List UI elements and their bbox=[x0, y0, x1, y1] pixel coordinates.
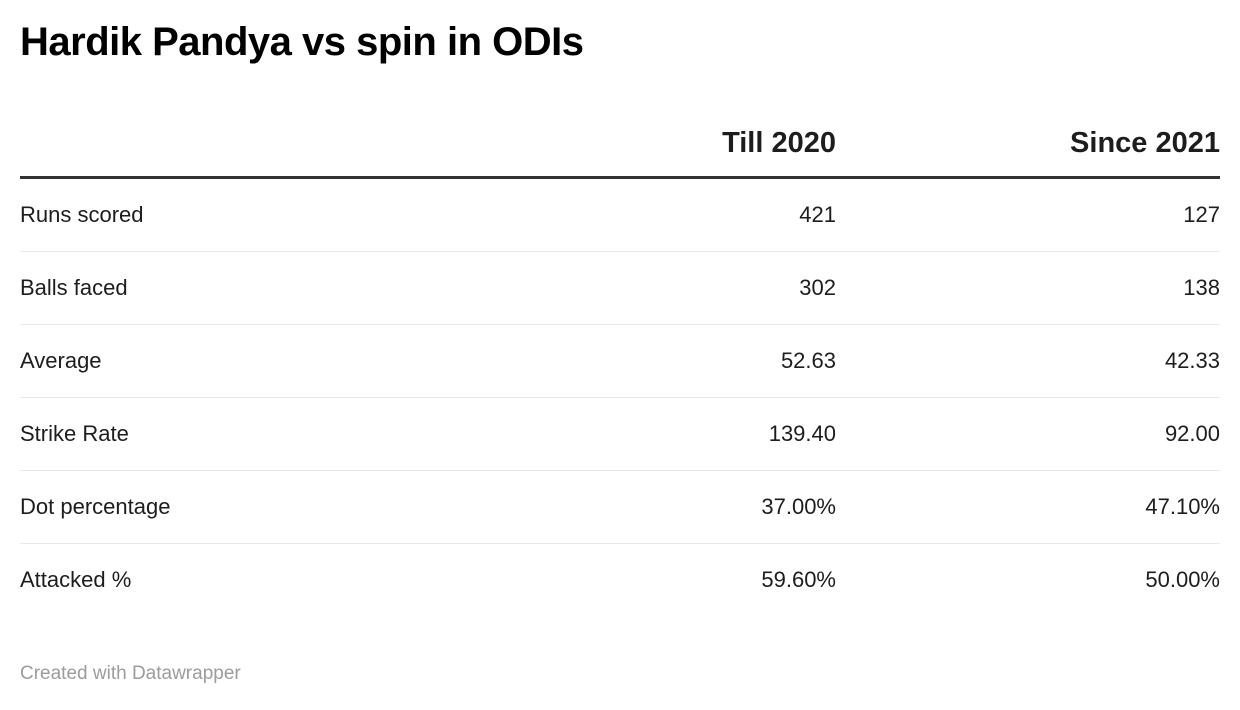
row-label: Average bbox=[20, 324, 452, 398]
value-since-2021: 138 bbox=[836, 251, 1220, 325]
attribution: Created with Datawrapper bbox=[20, 662, 1220, 685]
stats-table: Till 2020 Since 2021 Runs scored 421 127… bbox=[20, 126, 1220, 616]
row-label: Runs scored bbox=[20, 177, 452, 252]
value-till-2020: 139.40 bbox=[452, 397, 836, 471]
row-label: Strike Rate bbox=[20, 397, 452, 471]
table-row: Strike Rate 139.40 92.00 bbox=[20, 397, 1220, 471]
value-since-2021: 92.00 bbox=[836, 397, 1220, 471]
column-header-till-2020: Till 2020 bbox=[452, 126, 836, 179]
value-since-2021: 127 bbox=[836, 177, 1220, 252]
value-till-2020: 59.60% bbox=[761, 567, 836, 592]
value-till-2020: 52.63 bbox=[452, 324, 836, 398]
value-till-2020: 37.00% bbox=[452, 470, 836, 544]
header-row: Till 2020 Since 2021 bbox=[20, 126, 1220, 179]
row-label: Dot percentage bbox=[20, 470, 452, 544]
table-row: Balls faced 302 138 bbox=[20, 251, 1220, 325]
column-header-since-2021: Since 2021 bbox=[836, 126, 1220, 179]
row-label: Attacked % bbox=[20, 567, 132, 592]
value-since-2021: 50.00% bbox=[1145, 567, 1220, 592]
row-label: Balls faced bbox=[20, 251, 452, 325]
table-row: Average 52.63 42.33 bbox=[20, 324, 1220, 398]
chart-title: Hardik Pandya vs spin in ODIs bbox=[20, 20, 584, 64]
table-row: Runs scored 421 127 bbox=[20, 177, 1220, 252]
table-row: Attacked % 59.60% 50.00% bbox=[20, 544, 1220, 617]
value-since-2021: 42.33 bbox=[836, 324, 1220, 398]
value-till-2020: 421 bbox=[452, 177, 836, 252]
value-till-2020: 302 bbox=[452, 251, 836, 325]
column-header-metric bbox=[20, 126, 452, 179]
value-since-2021: 47.10% bbox=[836, 470, 1220, 544]
datawrapper-credit-link[interactable]: Created with Datawrapper bbox=[20, 663, 241, 684]
table-row: Dot percentage 37.00% 47.10% bbox=[20, 470, 1220, 544]
